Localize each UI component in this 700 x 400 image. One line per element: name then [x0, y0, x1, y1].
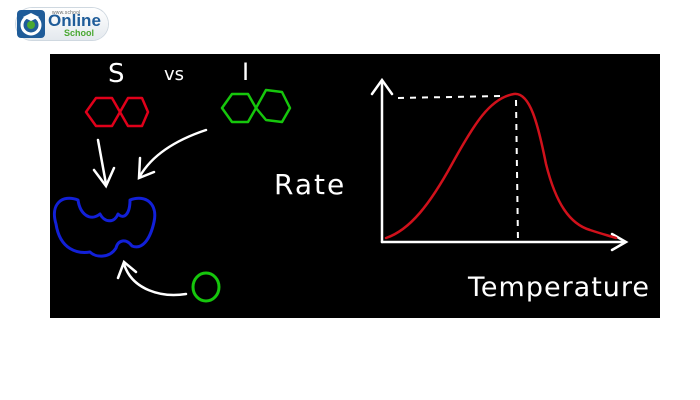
vs-label: vs [164, 64, 184, 85]
inhibitor-label: I [242, 58, 249, 86]
enzyme-icon [53, 196, 157, 258]
optimum-guides [397, 95, 519, 243]
blackboard: S vs I [50, 54, 660, 318]
inhibitor-arrow-icon [137, 128, 208, 180]
graph-axes [370, 77, 629, 252]
optimum-temperature-line [515, 99, 519, 243]
allosteric-arrow-icon [116, 259, 188, 297]
x-axis-label: Temperature [467, 272, 650, 303]
logo-sub: School [64, 28, 95, 38]
rate-curve [384, 92, 618, 240]
x-axis-arrowhead-icon [610, 232, 629, 252]
logo-name: Online [48, 11, 101, 30]
substrate-molecule-icon [84, 96, 150, 128]
y-axis-label: Rate [274, 168, 346, 201]
y-axis-arrowhead-icon [370, 77, 394, 96]
inhibitor-molecule-icon [220, 88, 292, 124]
logo-small-text: www.school [52, 10, 81, 16]
substrate-label: S [108, 59, 125, 89]
online-school-logo[interactable]: www.school Online School [16, 8, 108, 40]
optimum-rate-line [397, 95, 503, 99]
substrate-arrow-icon [92, 138, 116, 189]
allosteric-molecule-icon [191, 271, 221, 303]
logo-mark-icon [17, 10, 45, 38]
board-drawing: S vs I [53, 58, 650, 303]
